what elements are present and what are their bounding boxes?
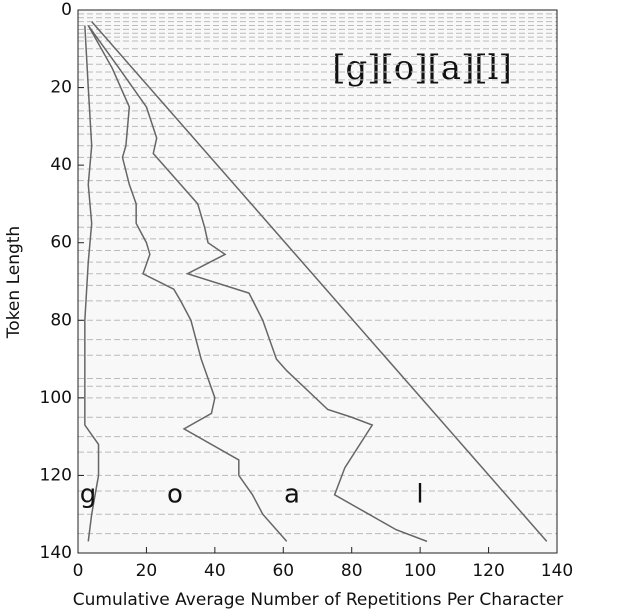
y-tick-label: 20 <box>50 78 72 98</box>
x-tick-label: 0 <box>73 561 84 581</box>
y-tick-label: 40 <box>50 155 72 175</box>
series-label: g <box>80 480 97 510</box>
x-tick-label: 100 <box>404 561 436 581</box>
y-tick-label: 0 <box>61 0 72 20</box>
x-tick-label: 80 <box>341 561 363 581</box>
x-tick-label: 140 <box>541 561 573 581</box>
y-tick-label: 120 <box>40 465 72 485</box>
chart-title: [g][o][a][l] <box>332 48 512 88</box>
x-tick-label: 40 <box>204 561 226 581</box>
x-tick-label: 120 <box>472 561 504 581</box>
series-label: o <box>167 480 183 510</box>
series-line <box>84 25 100 542</box>
y-tick-label: 60 <box>50 233 72 253</box>
series-line <box>91 21 548 542</box>
y-tick-label: 100 <box>40 388 72 408</box>
y-tick-label: 80 <box>50 310 72 330</box>
x-tick-label: 60 <box>272 561 294 581</box>
series-label: a <box>284 480 300 510</box>
y-axis-label: Token Length <box>4 226 24 339</box>
series-line <box>87 25 428 543</box>
plot-frame <box>77 9 558 554</box>
series-label: l <box>416 480 423 510</box>
y-tick-label: 140 <box>40 543 72 563</box>
series-line <box>87 25 288 542</box>
x-axis-label: Cumulative Average Number of Repetitions… <box>73 590 564 610</box>
x-tick-label: 20 <box>136 561 158 581</box>
